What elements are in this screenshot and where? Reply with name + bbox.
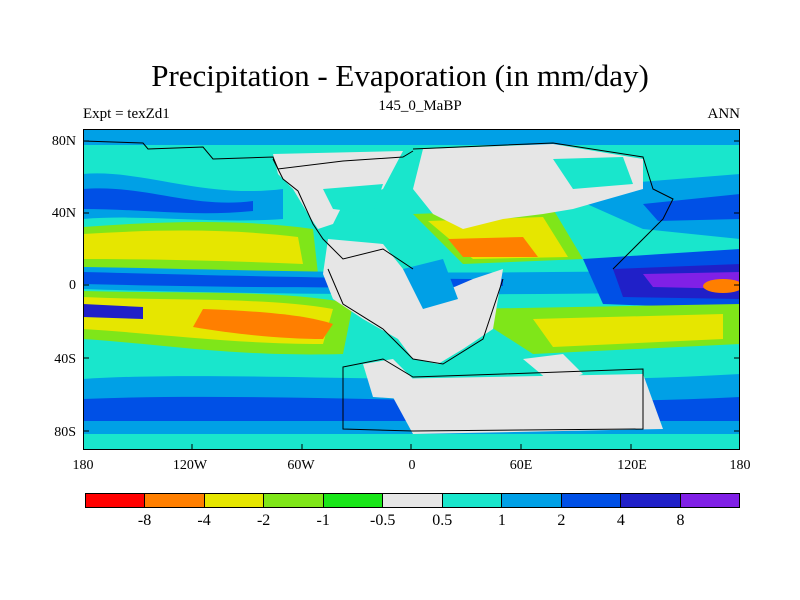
colorbar-label-5: 0.5 (432, 512, 453, 529)
colorbar-label-7: 2 (557, 512, 566, 529)
colorbar-swatch-3 (264, 494, 324, 507)
continent-south-america-africa (323, 239, 503, 364)
arctic-band (83, 129, 740, 145)
colorbar-swatch-5 (383, 494, 443, 507)
south-pacific-orange (193, 309, 333, 339)
plot-title: Precipitation - Evaporation (in mm/day) (151, 58, 649, 93)
colorbar-swatch-4 (323, 494, 384, 507)
colorbar-swatch-7 (502, 494, 562, 507)
pme-map (83, 129, 740, 450)
colorbar-swatch-8 (561, 494, 622, 507)
colorbar-label-0: -8 (137, 512, 152, 529)
colorbar-swatch-0 (86, 494, 146, 507)
colorbar-swatch-10 (680, 494, 739, 507)
tethys-dry-orange (448, 237, 538, 257)
lat-tick-40n: 40N (51, 206, 76, 221)
east-pacific-dry-spot (703, 279, 740, 293)
coastline-america (272, 158, 414, 270)
south-pacific-blue-spot (83, 304, 143, 319)
colorbar-label-8: 4 (616, 512, 625, 529)
colorbar (85, 493, 740, 508)
colorbar-swatch-6 (442, 494, 503, 507)
colorbar-label-3: -1 (316, 512, 330, 529)
coastlines (83, 140, 674, 432)
north-pacific-core (83, 188, 253, 214)
lon-tick-120e: 120E (617, 458, 647, 473)
continent-antarctica (383, 374, 663, 434)
colorbar-label-9: 8 (676, 512, 685, 529)
axis-ticks (83, 140, 740, 450)
lon-tick-120w: 120W (172, 458, 208, 473)
coastline-eurasia (412, 142, 674, 270)
colorbar-label-2: -2 (256, 512, 271, 529)
colorbar-swatch-2 (204, 494, 265, 507)
lat-tick-0: 0 (69, 278, 76, 293)
coastline-arctic (83, 140, 414, 170)
lon-tick-180w: 180 (72, 458, 94, 473)
map-panel (83, 129, 740, 450)
time-label: 145_0_MaBP (378, 98, 462, 114)
experiment-label: Expt = texZd1 (83, 106, 170, 122)
colorbar-swatch-1 (145, 494, 205, 507)
northwest-pacific-core (643, 194, 740, 221)
coastline-southern-continents (327, 268, 504, 365)
lon-tick-60w: 60W (287, 458, 315, 473)
land-wet-patch-2 (323, 184, 383, 214)
antarctic-margin (83, 434, 740, 450)
colorbar-label-4: -0.5 (370, 512, 396, 529)
colorbar-label-6: 1 (497, 512, 506, 529)
continent-india-australia (523, 354, 583, 384)
colorbar-swatch-9 (621, 494, 681, 507)
lat-tick-80n: 80N (51, 134, 76, 149)
lon-tick-180e: 180 (729, 458, 751, 473)
colorbar-label-1: -4 (197, 512, 211, 529)
north-subtropics-yellow (83, 230, 303, 264)
land-wet-patch-1 (403, 259, 458, 309)
lon-tick-0: 0 (408, 458, 416, 473)
season-label: ANN (707, 106, 741, 122)
land-wet-patch-3 (553, 157, 633, 189)
south-indian-yellow (533, 314, 723, 347)
lat-tick-40s: 40S (54, 352, 76, 367)
lon-tick-60e: 60E (509, 458, 533, 473)
coastline-antarctica (342, 358, 644, 432)
lat-tick-80s: 80S (54, 425, 76, 440)
